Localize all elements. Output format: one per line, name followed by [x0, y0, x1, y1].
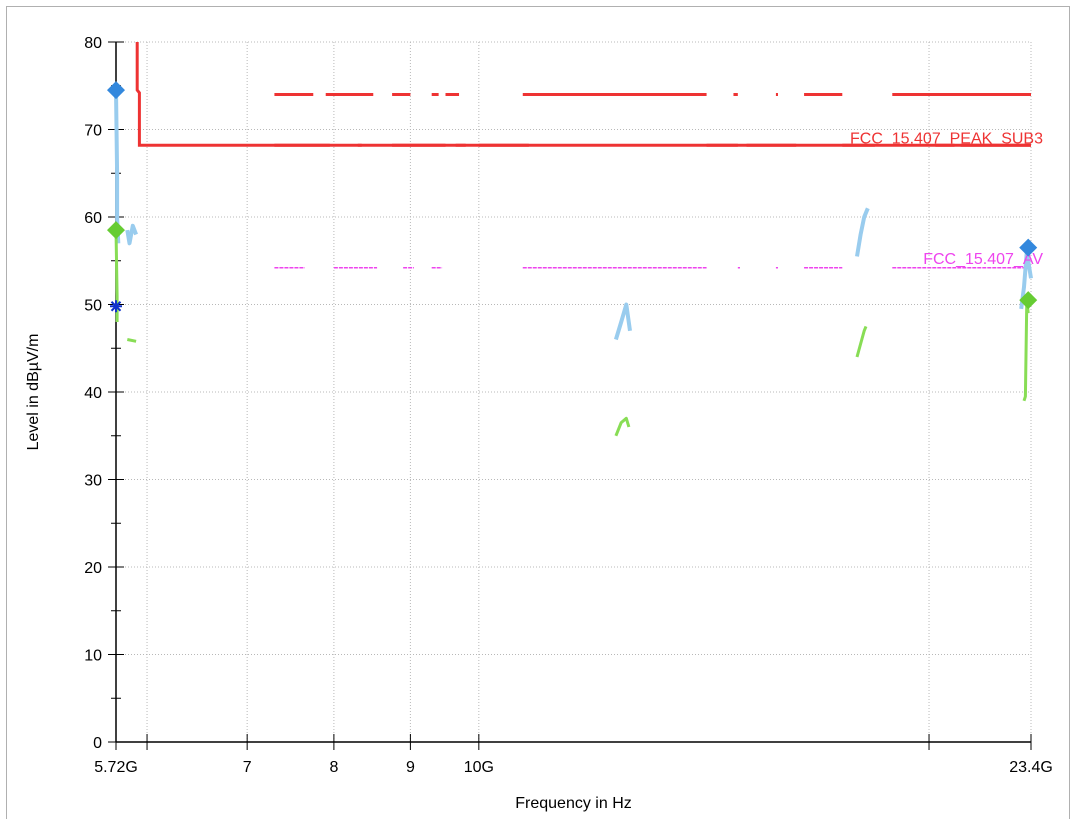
- x-tick-label: 9: [406, 759, 415, 776]
- y-tick-label: 20: [84, 560, 102, 577]
- y-tick-label: 40: [84, 385, 102, 402]
- peak-limit-label: FCC_15.407_PEAK_SUB3: [850, 130, 1043, 147]
- avg-trace: [614, 416, 631, 437]
- avg-marker: [1019, 291, 1038, 310]
- y-tick-label: 50: [84, 298, 102, 315]
- peak-trace: [613, 302, 632, 341]
- chart-frame: [6, 6, 1070, 819]
- avg-trace: [126, 338, 137, 343]
- peak-trace: [855, 207, 870, 257]
- y-tick-label: 80: [84, 35, 102, 52]
- peak-marker: [1019, 238, 1038, 257]
- x-axis-title: Frequency in Hz: [515, 795, 632, 812]
- y-tick-label: 10: [84, 648, 102, 665]
- peak-trace: [114, 90, 121, 244]
- y-tick-label: 30: [84, 473, 102, 490]
- y-tick-label: 0: [93, 735, 102, 752]
- x-tick-label: 7: [243, 759, 252, 776]
- avg-trace: [114, 230, 119, 322]
- peak-trace: [125, 223, 138, 246]
- avg-marker: [107, 221, 125, 240]
- star-marker: [110, 300, 122, 313]
- x-tick-label: 5.72G: [94, 759, 138, 776]
- x-tick-label: 8: [329, 759, 338, 776]
- y-axis-title: Level in dBµV/m: [25, 334, 42, 451]
- y-tick-label: 60: [84, 210, 102, 227]
- avg-trace: [855, 325, 868, 358]
- y-tick-label: 70: [84, 123, 102, 140]
- x-tick-label: 10G: [464, 759, 494, 776]
- avg-limit-label: FCC_15.407_AV: [923, 251, 1043, 268]
- peak-marker: [107, 81, 125, 100]
- avg-trace: [1022, 298, 1030, 402]
- x-tick-label: 23.4G: [1009, 759, 1053, 776]
